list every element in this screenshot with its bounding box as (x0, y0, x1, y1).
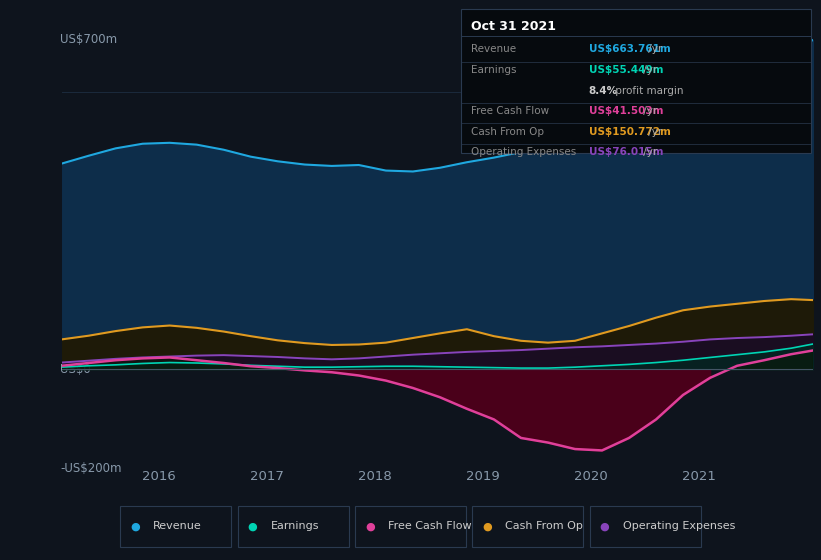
Text: Operating Expenses: Operating Expenses (623, 521, 735, 531)
Text: ●: ● (365, 521, 374, 531)
Text: ●: ● (600, 521, 609, 531)
Text: US$0: US$0 (60, 363, 91, 376)
Text: Cash From Op: Cash From Op (506, 521, 583, 531)
Text: Revenue: Revenue (153, 521, 202, 531)
Text: Free Cash Flow: Free Cash Flow (471, 106, 549, 116)
Text: ●: ● (248, 521, 257, 531)
Text: Cash From Op: Cash From Op (471, 127, 544, 137)
Text: US$700m: US$700m (60, 32, 117, 46)
Text: -US$200m: -US$200m (60, 462, 122, 475)
Text: Earnings: Earnings (471, 65, 516, 75)
Text: /yr: /yr (640, 65, 658, 75)
Text: profit margin: profit margin (612, 86, 683, 96)
Text: /yr: /yr (640, 106, 658, 116)
Text: US$663.761m: US$663.761m (589, 44, 671, 54)
Text: Revenue: Revenue (471, 44, 516, 54)
Text: /yr: /yr (645, 44, 663, 54)
Text: /yr: /yr (645, 127, 663, 137)
Text: US$55.449m: US$55.449m (589, 65, 663, 75)
Text: ●: ● (483, 521, 492, 531)
Text: US$150.772m: US$150.772m (589, 127, 671, 137)
Text: Operating Expenses: Operating Expenses (471, 147, 576, 157)
Text: ●: ● (131, 521, 140, 531)
Text: Free Cash Flow: Free Cash Flow (388, 521, 471, 531)
Text: /yr: /yr (640, 147, 658, 157)
Text: US$76.015m: US$76.015m (589, 147, 663, 157)
Text: 8.4%: 8.4% (589, 86, 617, 96)
Text: US$41.503m: US$41.503m (589, 106, 663, 116)
Text: Oct 31 2021: Oct 31 2021 (471, 20, 557, 33)
Text: Earnings: Earnings (271, 521, 319, 531)
